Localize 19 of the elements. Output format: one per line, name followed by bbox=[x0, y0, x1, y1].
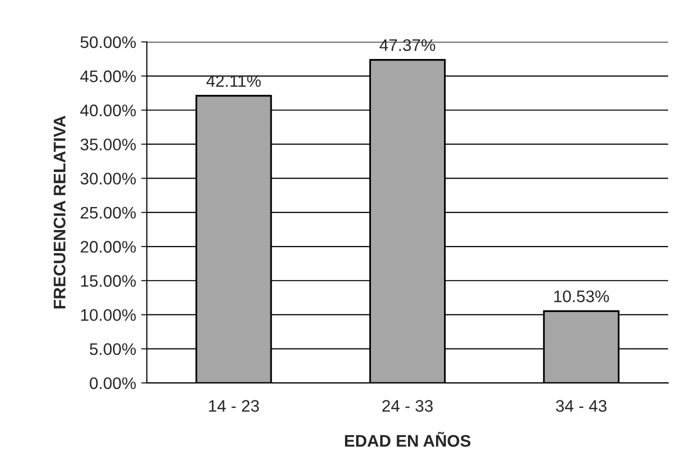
y-tick-label: 20.00% bbox=[80, 240, 136, 253]
data-label: 42.11% bbox=[206, 75, 261, 87]
y-tick-label: 25.00% bbox=[80, 206, 136, 219]
y-tick-label: 5.00% bbox=[90, 343, 136, 356]
y-tick-label: 0.00% bbox=[90, 377, 136, 390]
y-tick-label: 35.00% bbox=[80, 138, 136, 150]
y-tick-label: 45.00% bbox=[80, 70, 136, 82]
data-label: 47.37% bbox=[380, 39, 436, 52]
data-label: 10.53% bbox=[554, 290, 609, 302]
y-tick-label: 15.00% bbox=[81, 275, 136, 287]
y-tick-label: 10.00% bbox=[81, 309, 136, 321]
x-axis-title: EDAD EN AÑOS bbox=[345, 432, 470, 447]
x-tick-label: 14 - 23 bbox=[209, 400, 259, 412]
y-tick-label: 30.00% bbox=[80, 172, 136, 185]
y-axis-title: FRECUENCIA RELATIVA bbox=[54, 116, 66, 308]
x-tick-label: 24 - 33 bbox=[382, 400, 433, 412]
y-tick-label: 50.00% bbox=[80, 36, 136, 48]
y-tick-label: 40.00% bbox=[80, 104, 136, 116]
x-tick-label: 34 - 43 bbox=[556, 400, 606, 412]
